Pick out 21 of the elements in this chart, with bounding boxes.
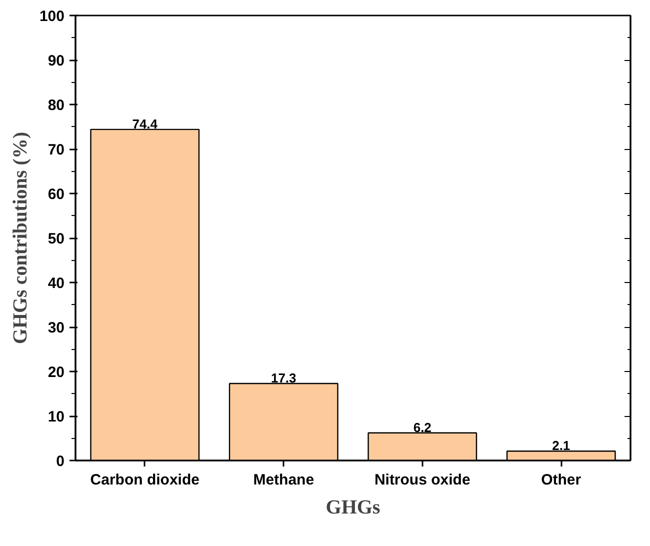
y-tick-label: 90 bbox=[48, 52, 65, 70]
y-tick-label: 10 bbox=[48, 408, 65, 426]
data-label: 74.4 bbox=[132, 116, 158, 132]
x-tick-label: Methane bbox=[253, 472, 314, 488]
x-tick-label: Nitrous oxide bbox=[374, 472, 470, 488]
x-tick-label: Carbon dioxide bbox=[90, 472, 200, 488]
y-tick-label: 0 bbox=[56, 453, 64, 470]
y-tick-label: 80 bbox=[48, 97, 65, 114]
data-label: 6.2 bbox=[413, 420, 432, 435]
x-tick-label: Other bbox=[541, 472, 582, 488]
y-tick-label: 30 bbox=[48, 320, 65, 336]
data-label: 2.1 bbox=[552, 438, 570, 454]
y-tick-label: 20 bbox=[48, 364, 65, 381]
y-tick-label: 70 bbox=[48, 142, 65, 158]
x-axis-title: GHGs bbox=[326, 496, 380, 518]
y-tick-label: 50 bbox=[48, 230, 65, 248]
y-tick-label: 100 bbox=[39, 8, 65, 25]
y-tick-label: 40 bbox=[48, 275, 65, 292]
y-axis-title: GHGs contributions (%) bbox=[9, 132, 32, 344]
y-tick-label: 60 bbox=[48, 186, 65, 203]
data-label: 17.3 bbox=[270, 370, 296, 386]
